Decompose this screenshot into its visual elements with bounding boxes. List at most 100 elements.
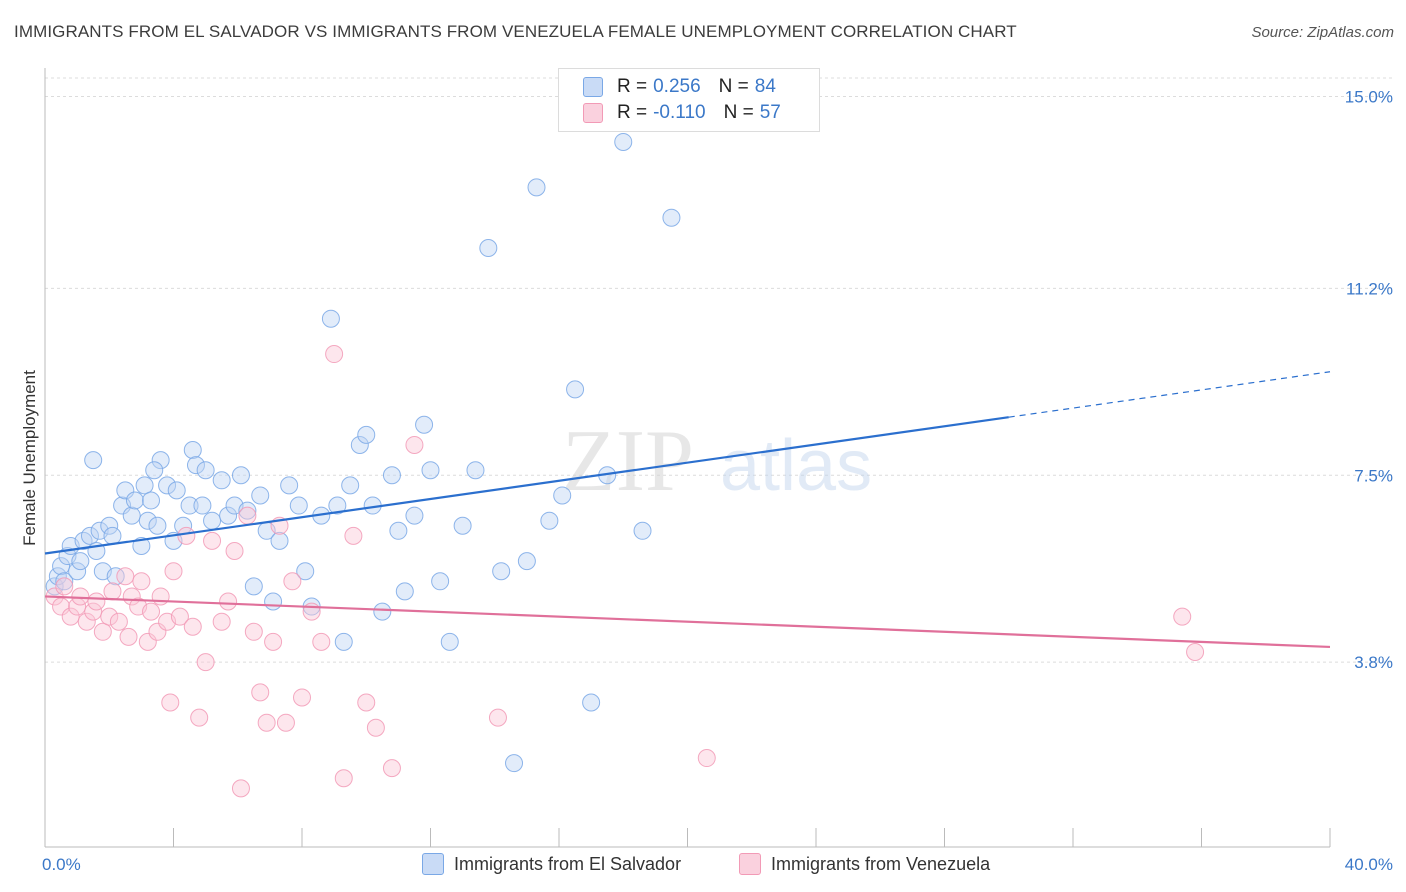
legend-r-label: R = — [617, 76, 648, 97]
point-venezuela — [312, 632, 331, 651]
point-venezuela — [196, 653, 215, 672]
point-venezuela — [276, 713, 295, 732]
point-venezuela — [170, 607, 189, 626]
point-el-salvador — [231, 466, 250, 485]
point-venezuela — [203, 531, 222, 550]
point-venezuela — [257, 713, 276, 732]
point-el-salvador — [431, 572, 450, 591]
x-tick-label-max: 40.0% — [1345, 855, 1393, 874]
legend-r-value: 0.256 — [653, 76, 701, 97]
point-el-salvador — [328, 496, 347, 515]
point-venezuela — [132, 572, 151, 591]
point-el-salvador — [614, 132, 633, 151]
point-el-salvador — [405, 506, 424, 525]
point-venezuela — [164, 562, 183, 581]
point-el-salvador — [180, 496, 199, 515]
point-el-salvador — [415, 415, 434, 434]
point-venezuela — [93, 622, 112, 641]
point-el-salvador — [244, 577, 263, 596]
legend-n-label: N = — [723, 102, 754, 123]
trend-lines — [44, 371, 1331, 649]
point-el-salvador — [186, 456, 205, 475]
point-venezuela — [251, 683, 270, 702]
point-venezuela — [142, 602, 161, 621]
point-el-salvador — [68, 562, 87, 581]
point-el-salvador — [280, 476, 299, 495]
point-venezuela — [697, 749, 716, 768]
y-tick-label: 3.8% — [1354, 653, 1393, 672]
point-el-salvador — [527, 178, 546, 197]
point-el-salvador — [167, 481, 186, 500]
point-el-salvador — [492, 562, 511, 581]
point-venezuela — [264, 632, 283, 651]
point-venezuela — [103, 582, 122, 601]
point-el-salvador — [219, 506, 238, 525]
point-el-salvador — [479, 239, 498, 257]
point-venezuela — [1186, 643, 1205, 661]
point-el-salvador — [196, 461, 215, 480]
legend-r-label: R = — [617, 102, 648, 123]
point-el-salvador — [55, 572, 74, 591]
tick-labels: 3.8% 7.5% 11.2% 15.0% 0.0% 40.0% — [42, 88, 1393, 875]
point-el-salvador — [662, 208, 681, 227]
legend-n-value: 84 — [754, 76, 776, 97]
x-tick-label-min: 0.0% — [42, 855, 81, 874]
chart-title: IMMIGRANTS FROM EL SALVADOR VS IMMIGRANT… — [14, 22, 1017, 41]
point-el-salvador — [350, 435, 369, 454]
point-el-salvador — [517, 552, 536, 571]
point-el-salvador — [566, 380, 585, 399]
grid — [45, 77, 1395, 663]
point-el-salvador — [296, 562, 315, 581]
bottom-legend-label: Immigrants from Venezuela — [771, 853, 991, 874]
point-el-salvador — [453, 516, 472, 535]
legend-r-value: -0.110 — [653, 102, 706, 123]
point-venezuela — [344, 526, 363, 545]
point-venezuela — [231, 779, 250, 798]
point-el-salvador — [373, 602, 392, 621]
point-el-salvador — [389, 521, 408, 540]
bottom-legend-venezuela: Immigrants from Venezuela — [739, 852, 990, 876]
point-el-salvador — [122, 506, 141, 525]
point-el-salvador — [183, 441, 202, 459]
point-venezuela — [71, 587, 90, 606]
point-el-salvador — [212, 471, 231, 490]
legend-swatch-blue — [583, 77, 603, 97]
point-venezuela — [325, 345, 344, 364]
point-venezuela — [100, 607, 119, 626]
point-el-salvador — [341, 476, 360, 495]
point-el-salvador — [334, 632, 353, 651]
y-axis-label: Female Unemployment — [20, 370, 39, 546]
point-el-salvador — [633, 521, 652, 540]
point-venezuela — [1173, 607, 1192, 626]
point-el-salvador — [148, 516, 167, 535]
legend-row-venezuela: R = -0.110 N = 57 — [583, 101, 781, 125]
point-venezuela — [84, 602, 103, 621]
point-venezuela — [87, 592, 106, 611]
point-venezuela — [366, 718, 385, 737]
point-venezuela — [55, 577, 74, 596]
stats-legend: R = 0.256 N = 84 R = -0.110 N = 57 — [558, 68, 820, 132]
point-el-salvador — [395, 582, 414, 601]
point-el-salvador — [116, 481, 135, 500]
legend-n-value: 57 — [759, 102, 781, 123]
legend-swatch-pink — [583, 103, 603, 123]
watermark: ZIP atlas — [562, 413, 872, 510]
point-el-salvador — [321, 309, 340, 328]
point-venezuela — [212, 612, 231, 631]
point-venezuela — [138, 632, 157, 651]
legend-row-el-salvador: R = 0.256 N = 84 — [583, 75, 776, 99]
point-el-salvador — [382, 466, 401, 485]
point-el-salvador — [289, 496, 308, 515]
point-venezuela — [488, 708, 507, 727]
point-el-salvador — [142, 491, 161, 510]
point-el-salvador — [357, 425, 376, 444]
point-venezuela — [183, 617, 202, 636]
point-el-salvador — [251, 486, 270, 505]
point-venezuela — [61, 607, 80, 626]
point-el-salvador — [158, 476, 177, 495]
point-el-salvador — [151, 451, 170, 470]
point-el-salvador — [193, 496, 212, 515]
point-el-salvador — [135, 476, 154, 495]
axes — [44, 68, 1331, 848]
